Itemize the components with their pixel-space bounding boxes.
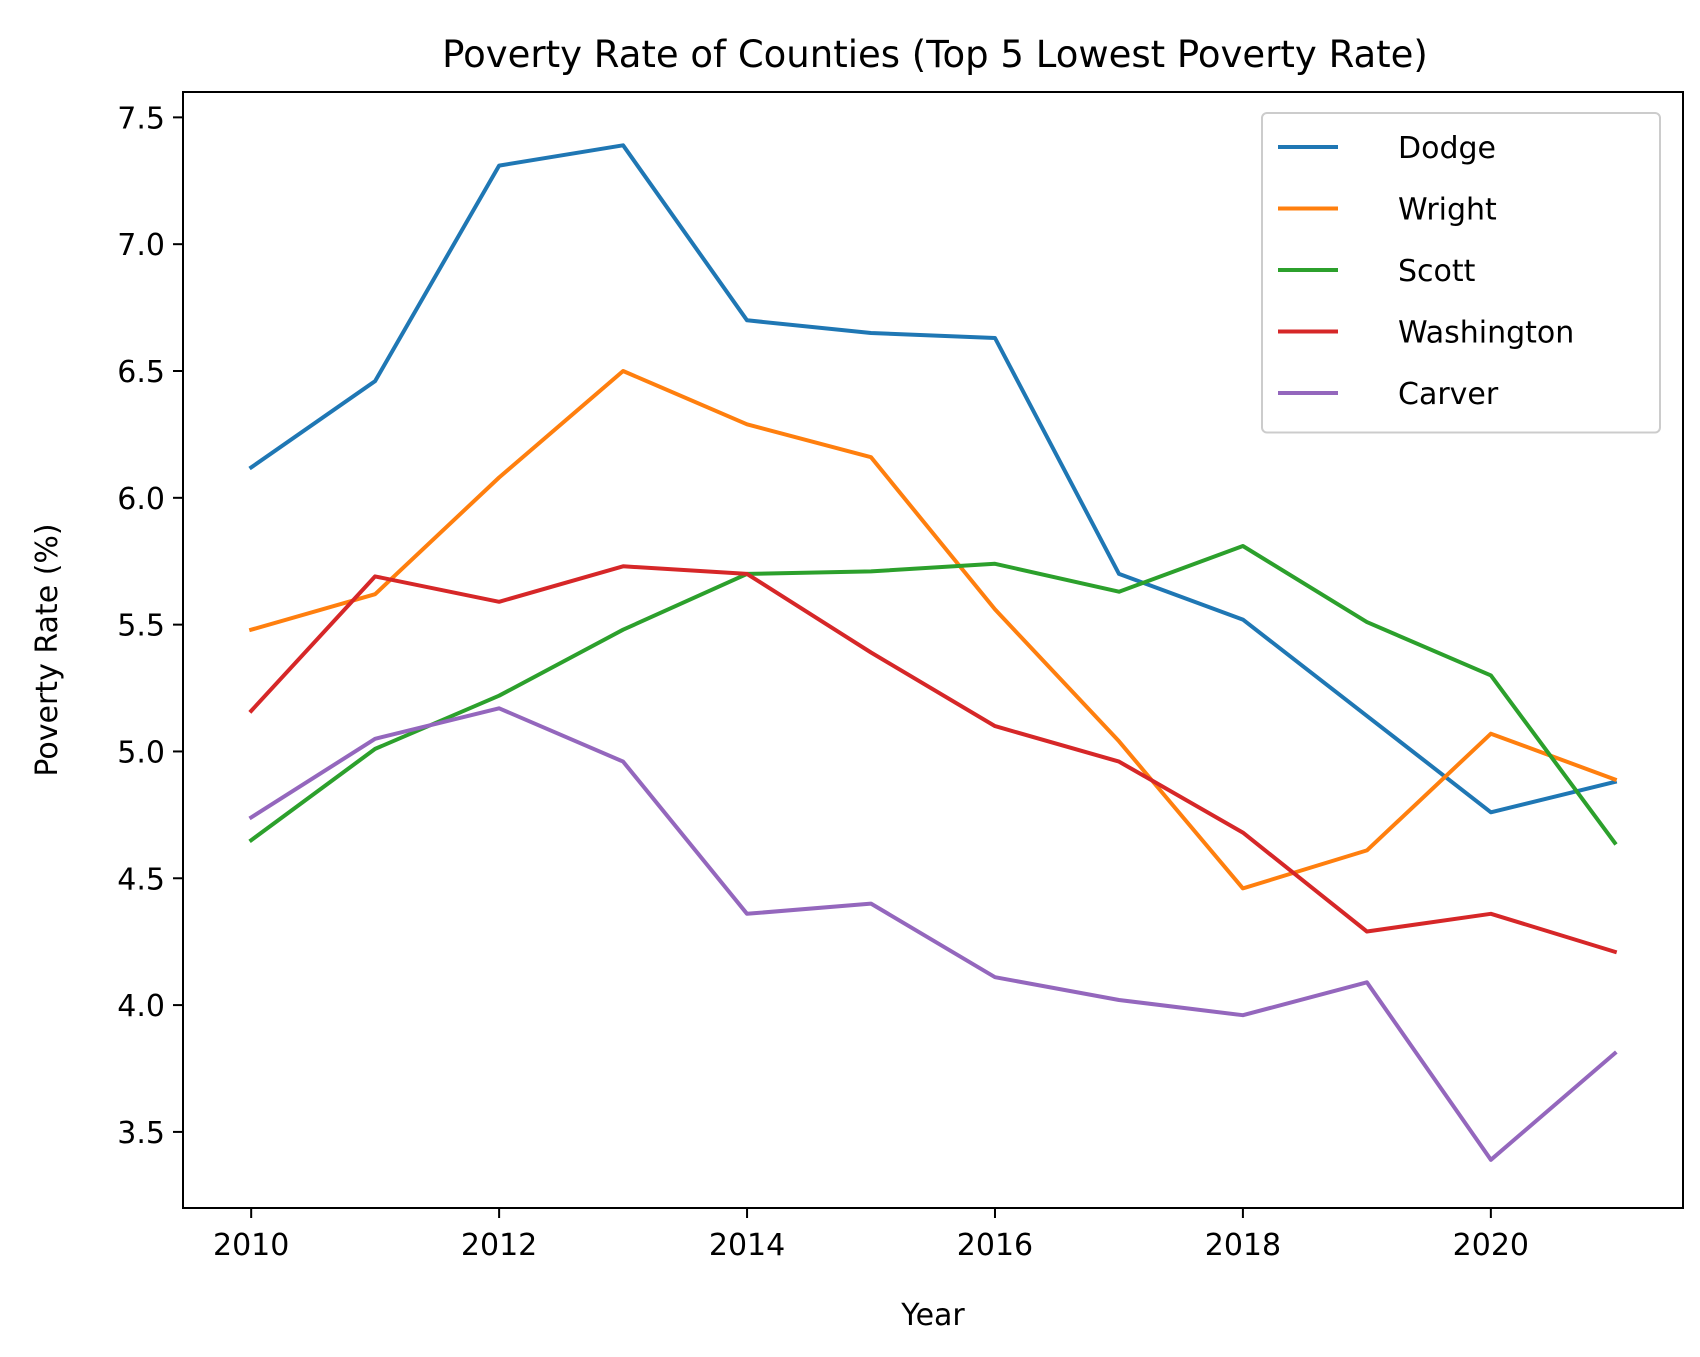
legend-label: Carver (1398, 377, 1499, 412)
legend: Dodge Wright Scott Washington Carver (1261, 112, 1661, 434)
legend-entry: Scott (1278, 254, 1476, 289)
x-axis-label: Year (900, 1298, 965, 1333)
y-tick-label: 7.5 (117, 101, 165, 136)
legend-label: Scott (1398, 254, 1476, 289)
legend-box (1261, 112, 1661, 434)
x-axis: 2010 2012 2014 2016 2018 2020 (213, 1208, 1529, 1263)
y-tick-label: 6.5 (117, 355, 165, 390)
y-tick-label: 5.5 (117, 609, 165, 644)
legend-label: Washington (1398, 316, 1574, 351)
y-axis-label: Poverty Rate (%) (30, 523, 65, 776)
series-line-carver (248, 706, 1618, 1162)
legend-entry: Carver (1278, 377, 1499, 412)
x-tick-label: 2020 (1453, 1228, 1529, 1263)
legend-entry: Washington (1278, 316, 1574, 351)
legend-entry: Wright (1278, 193, 1497, 228)
series-line-dodge (248, 143, 1618, 815)
series-line-wright (248, 369, 1618, 891)
plot-area (248, 143, 1618, 1162)
y-tick-label: 4.5 (117, 862, 165, 897)
axes-frame (182, 91, 1684, 1209)
y-tick-label: 6.0 (117, 482, 165, 517)
legend-entry: Dodge (1278, 131, 1496, 166)
series-line-washington (248, 564, 1618, 955)
y-tick-label: 5.0 (117, 735, 165, 770)
x-tick-label: 2018 (1205, 1228, 1281, 1263)
y-axis: 3.5 4.0 4.5 5.0 5.5 6.0 6.5 7.0 7.5 (117, 101, 183, 1151)
x-tick-label: 2010 (213, 1228, 289, 1263)
x-tick-label: 2016 (957, 1228, 1033, 1263)
y-tick-label: 7.0 (117, 228, 165, 263)
legend-label: Wright (1398, 193, 1497, 228)
x-tick-label: 2012 (461, 1228, 537, 1263)
x-tick-label: 2014 (709, 1228, 785, 1263)
series-line-scott (248, 544, 1618, 846)
y-tick-label: 4.0 (117, 989, 165, 1024)
legend-label: Dodge (1398, 131, 1496, 166)
y-tick-label: 3.5 (117, 1116, 165, 1151)
chart-title: Poverty Rate of Counties (Top 5 Lowest P… (442, 33, 1428, 76)
